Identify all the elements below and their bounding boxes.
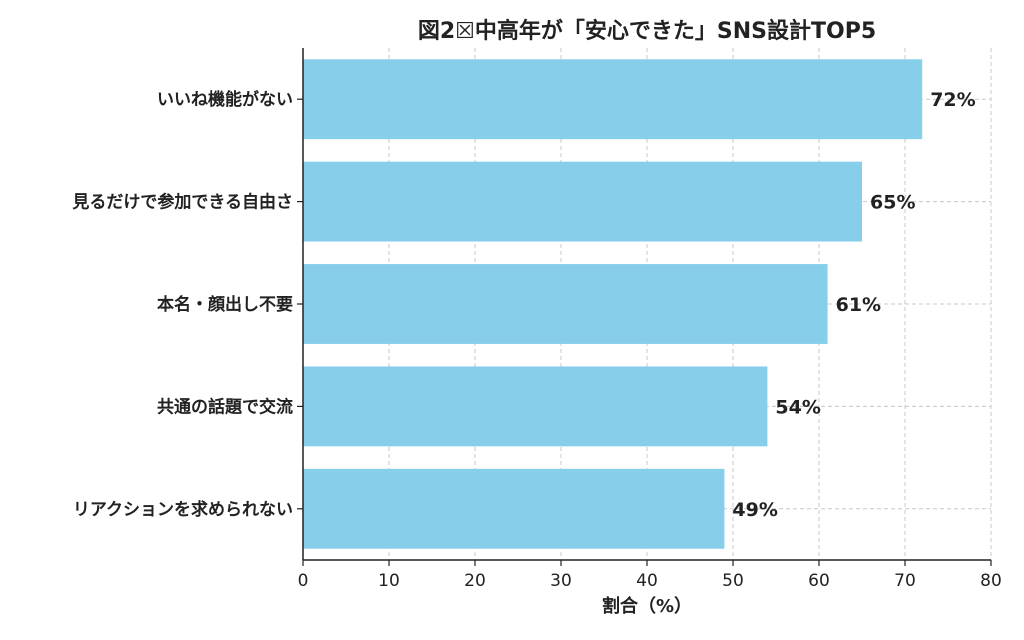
x-tick-label: 60 <box>808 571 830 591</box>
bar <box>303 264 828 344</box>
x-tick-labels: 0 10 20 30 40 50 60 70 80 <box>298 560 1002 591</box>
x-axis-label: 割合（%） <box>602 595 692 617</box>
bar <box>303 366 768 447</box>
bar-value-label: 61% <box>836 294 881 316</box>
bar-value-label: 54% <box>775 396 820 418</box>
bar <box>303 161 862 242</box>
bar-value-label: 65% <box>870 192 915 214</box>
bar <box>303 59 923 140</box>
x-tick-label: 30 <box>550 571 572 591</box>
chart-title: 図2☒中高年が「安心できた」SNS設計TOP5 <box>418 18 876 44</box>
bar-value-label: 72% <box>930 89 975 111</box>
bar <box>303 468 725 549</box>
x-tick-label: 40 <box>636 571 658 591</box>
value-labels: 72% 65% 61% 54% 49% <box>732 89 975 521</box>
category-labels: いいね機能がない見るだけで参加できる自由さ本名・顔出し不要共通の話題で交流リアク… <box>71 89 303 520</box>
x-tick-label: 0 <box>298 571 309 591</box>
category-label: 本名・顔出し不要 <box>157 294 293 315</box>
x-tick-label: 10 <box>378 571 400 591</box>
x-tick-label: 20 <box>464 571 486 591</box>
category-label: 共通の話題で交流 <box>157 396 293 417</box>
x-tick-label: 80 <box>980 571 1002 591</box>
category-label: いいね機能がない <box>157 89 293 110</box>
bar-value-label: 49% <box>732 499 777 521</box>
category-label: リアクションを求められない <box>73 499 293 520</box>
bars <box>303 59 923 549</box>
x-tick-label: 50 <box>722 571 744 591</box>
category-label: 見るだけで参加できる自由さ <box>71 192 293 213</box>
x-tick-label: 70 <box>894 571 916 591</box>
